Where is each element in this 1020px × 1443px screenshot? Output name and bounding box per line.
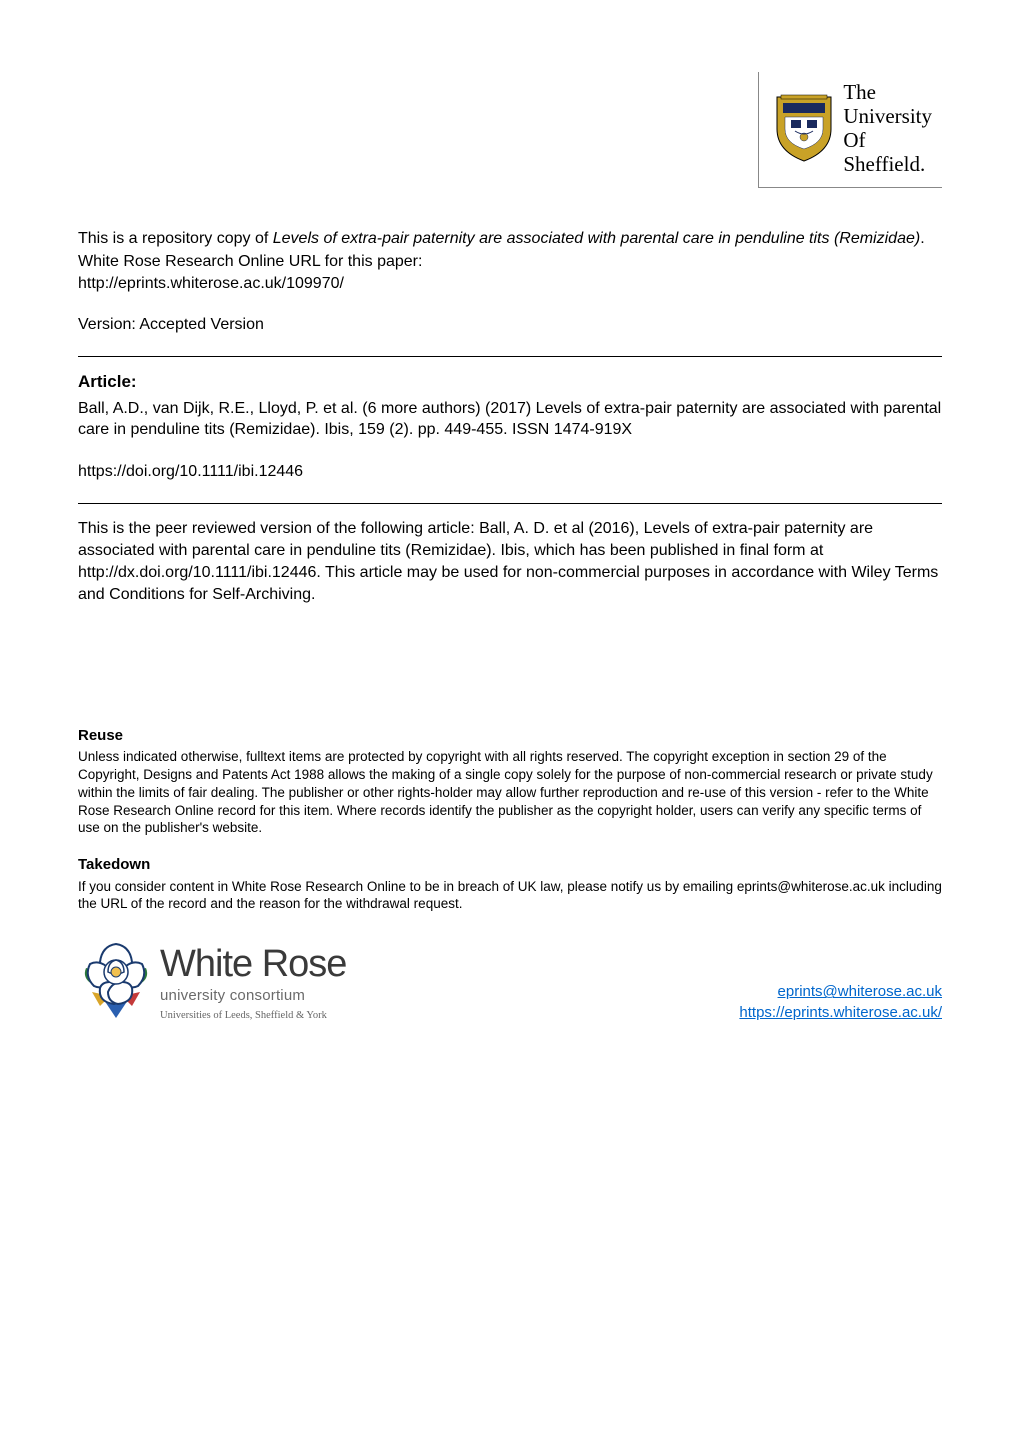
header: The University Of Sheffield. <box>78 72 942 188</box>
title-suffix: . <box>920 230 924 247</box>
whiterose-text: White Rose university consortium Univers… <box>160 939 346 1023</box>
uni-line: Of <box>843 128 932 152</box>
reuse-text: Unless indicated otherwise, fulltext ite… <box>78 748 942 837</box>
version-label: Version: Accepted Version <box>78 314 942 336</box>
whiterose-title: White Rose <box>160 939 346 990</box>
title-prefix: This is a repository copy of <box>78 230 273 247</box>
uni-line: Sheffield. <box>843 152 932 176</box>
whiterose-rose-icon <box>78 940 154 1022</box>
whiterose-subtitle: university consortium <box>160 986 346 1006</box>
takedown-heading: Takedown <box>78 855 942 875</box>
reuse-heading: Reuse <box>78 726 942 746</box>
note-text: This is the peer reviewed version of the… <box>78 518 942 606</box>
university-name: The University Of Sheffield. <box>843 80 932 177</box>
reuse-block: Reuse Unless indicated otherwise, fullte… <box>78 726 942 837</box>
whiterose-tagline: Universities of Leeds, Sheffield & York <box>160 1009 346 1023</box>
whiterose-logo: White Rose university consortium Univers… <box>78 939 346 1023</box>
university-logo-box: The University Of Sheffield. <box>758 72 942 188</box>
university-crest-icon <box>773 93 835 163</box>
takedown-text: If you consider content in White Rose Re… <box>78 878 942 914</box>
contact-site-link[interactable]: https://eprints.whiterose.ac.uk/ <box>739 1004 942 1021</box>
divider <box>78 356 942 357</box>
uni-line: The <box>843 80 932 104</box>
article-block: Article: Ball, A.D., van Dijk, R.E., Llo… <box>78 371 942 483</box>
contact-info: eprints@whiterose.ac.uk https://eprints.… <box>739 982 942 1023</box>
divider <box>78 503 942 504</box>
title-italic: Levels of extra-pair paternity are assoc… <box>273 230 920 247</box>
url-block: White Rose Research Online URL for this … <box>78 251 942 294</box>
footer: White Rose university consortium Univers… <box>78 939 942 1023</box>
article-heading: Article: <box>78 371 942 394</box>
uni-line: University <box>843 104 932 128</box>
article-doi: https://doi.org/10.1111/ibi.12446 <box>78 461 942 483</box>
takedown-block: Takedown If you consider content in Whit… <box>78 855 942 913</box>
article-citation: Ball, A.D., van Dijk, R.E., Lloyd, P. et… <box>78 398 942 441</box>
url-label: White Rose Research Online URL for this … <box>78 253 422 270</box>
intro-block: This is a repository copy of Levels of e… <box>78 228 942 336</box>
contact-email-link[interactable]: eprints@whiterose.ac.uk <box>778 983 942 1000</box>
repository-title: This is a repository copy of Levels of e… <box>78 228 942 250</box>
peer-review-note: This is the peer reviewed version of the… <box>78 518 942 606</box>
repository-url: http://eprints.whiterose.ac.uk/109970/ <box>78 275 344 292</box>
